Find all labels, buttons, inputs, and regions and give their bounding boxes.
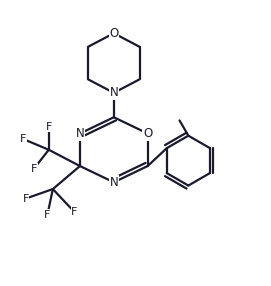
- Text: N: N: [109, 176, 118, 189]
- Text: N: N: [76, 127, 84, 140]
- Text: O: O: [143, 127, 152, 140]
- Text: F: F: [71, 207, 78, 217]
- Text: O: O: [109, 27, 118, 40]
- Text: F: F: [22, 194, 29, 204]
- Text: F: F: [44, 210, 51, 220]
- Text: F: F: [31, 164, 37, 174]
- Text: F: F: [20, 134, 26, 144]
- Text: N: N: [109, 86, 118, 99]
- Text: F: F: [46, 122, 52, 132]
